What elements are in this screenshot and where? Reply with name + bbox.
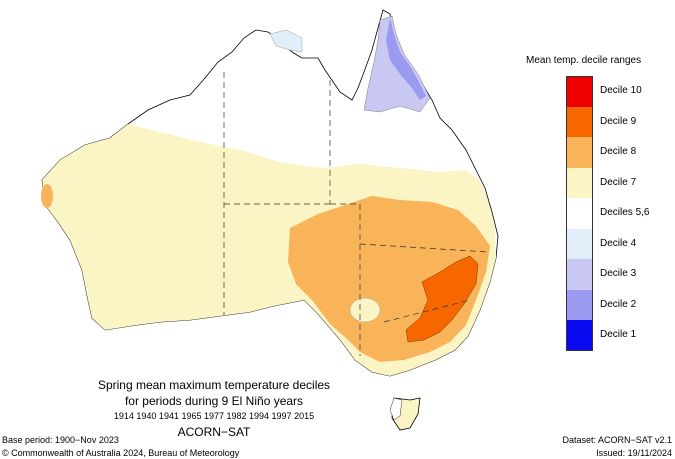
state-borders — [223, 72, 489, 356]
west-coast-decile-8 — [41, 184, 53, 208]
dataset-name: ACORN−SAT — [177, 425, 251, 439]
legend-swatch — [566, 289, 593, 320]
decile-9-region — [405, 255, 479, 343]
legend-label: Decile 9 — [600, 115, 637, 127]
issued-date: Issued: 19/11/2024 — [596, 448, 672, 458]
legend-title: Mean temp. decile ranges — [526, 55, 642, 66]
map-subtitle: for periods during 9 El Niño years — [124, 394, 304, 408]
tasmania-west — [389, 397, 403, 421]
map-title: Spring mean maximum temperature deciles — [97, 378, 331, 392]
legend-swatch — [566, 76, 593, 107]
legend-item: Decile 4 — [566, 228, 666, 259]
legend-label: Decile 10 — [600, 85, 642, 96]
legend-item: Deciles 5,6 — [566, 198, 666, 229]
legend-swatch — [566, 167, 593, 198]
legend-swatch — [566, 259, 593, 290]
sa-neutral-pocket — [349, 297, 381, 323]
cape-york-decile-2 — [386, 18, 426, 100]
legend-swatch — [566, 198, 593, 229]
legend-label: Decile 7 — [600, 176, 637, 188]
legend-swatch — [566, 137, 593, 168]
legend-label: Decile 2 — [600, 298, 637, 310]
legend-swatch — [566, 106, 593, 137]
legend-label: Decile 4 — [600, 237, 637, 249]
base-period: Base period: 1900−Nov 2023 — [2, 435, 119, 445]
legend-item: Decile 7 — [566, 167, 666, 198]
legend-label: Decile 3 — [600, 268, 637, 279]
legend-swatch — [566, 320, 593, 351]
legend-item: Decile 1 — [566, 320, 666, 351]
legend: Decile 10 Decile 9 Decile 8 Decile 7 Dec… — [566, 76, 666, 351]
top-end-decile-4 — [269, 29, 303, 53]
dataset-version: Dataset: ACORN−SAT v2.1 — [562, 435, 672, 445]
legend-item: Decile 9 — [566, 106, 666, 137]
legend-label: Decile 8 — [600, 146, 637, 157]
legend-swatch — [566, 228, 593, 259]
legend-item: Decile 2 — [566, 289, 666, 320]
copyright: © Commonwealth of Australia 2024, Bureau… — [2, 448, 240, 458]
el-nino-years: 1914 1940 1941 1965 1977 1982 1994 1997 … — [113, 411, 315, 421]
legend-item: Decile 8 — [566, 137, 666, 168]
legend-label: Decile 1 — [600, 329, 637, 340]
legend-item: Decile 10 — [566, 76, 666, 107]
legend-label: Deciles 5,6 — [600, 207, 650, 218]
legend-item: Decile 3 — [566, 259, 666, 290]
